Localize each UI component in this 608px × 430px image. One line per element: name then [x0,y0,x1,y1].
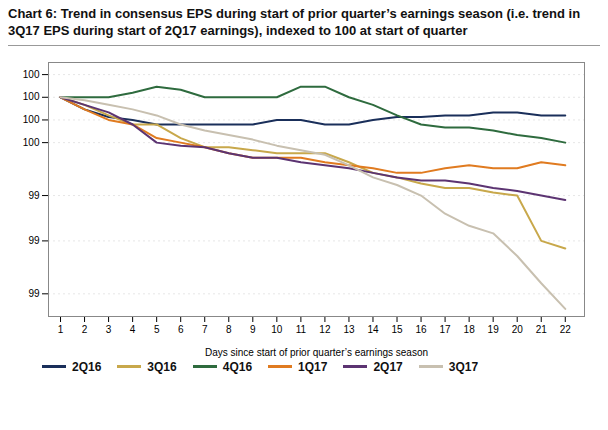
svg-text:1: 1 [58,323,64,334]
html-text:2Q17: 2Q17 [373,359,403,374]
svg-text:17: 17 [440,323,452,334]
svg-text:20: 20 [512,323,524,334]
svg-text:12: 12 [319,323,331,334]
html-text:3Q16: 3Q16 [147,359,177,374]
html-text:1Q17: 1Q17 [298,359,328,374]
svg-text:100: 100 [23,69,40,80]
svg-text:100: 100 [23,91,40,102]
svg-text:100: 100 [23,114,40,125]
svg-text:11: 11 [296,323,307,334]
svg-text:9: 9 [250,323,256,334]
svg-text:15: 15 [391,323,403,334]
svg-text:3: 3 [106,323,112,334]
svg-text:99: 99 [28,190,40,201]
svg-text:16: 16 [415,323,427,334]
svg-text:Days since start of prior quar: Days since start of prior quarter’s earn… [205,346,428,357]
html-text:Chart 6: Trend in consensus EP: Chart 6: Trend in consensus EPS during s… [8,6,581,38]
html-text:3Q17: 3Q17 [448,359,479,374]
svg-text:4: 4 [130,323,136,334]
svg-text:14: 14 [367,323,379,334]
svg-text:10: 10 [271,323,283,334]
svg-text:6: 6 [178,323,184,334]
html-text:2Q16: 2Q16 [72,359,102,374]
svg-text:7: 7 [202,323,208,334]
svg-text:99: 99 [28,235,40,246]
html-text:4Q16: 4Q16 [222,359,253,374]
svg-text:100: 100 [23,137,40,148]
svg-text:8: 8 [226,323,232,334]
svg-text:5: 5 [154,323,160,334]
svg-text:2: 2 [82,323,88,334]
svg-text:18: 18 [464,323,476,334]
svg-text:99: 99 [28,288,40,299]
svg-text:19: 19 [488,323,500,334]
svg-text:22: 22 [560,323,572,334]
svg-text:21: 21 [536,323,548,334]
svg-text:13: 13 [343,323,355,334]
